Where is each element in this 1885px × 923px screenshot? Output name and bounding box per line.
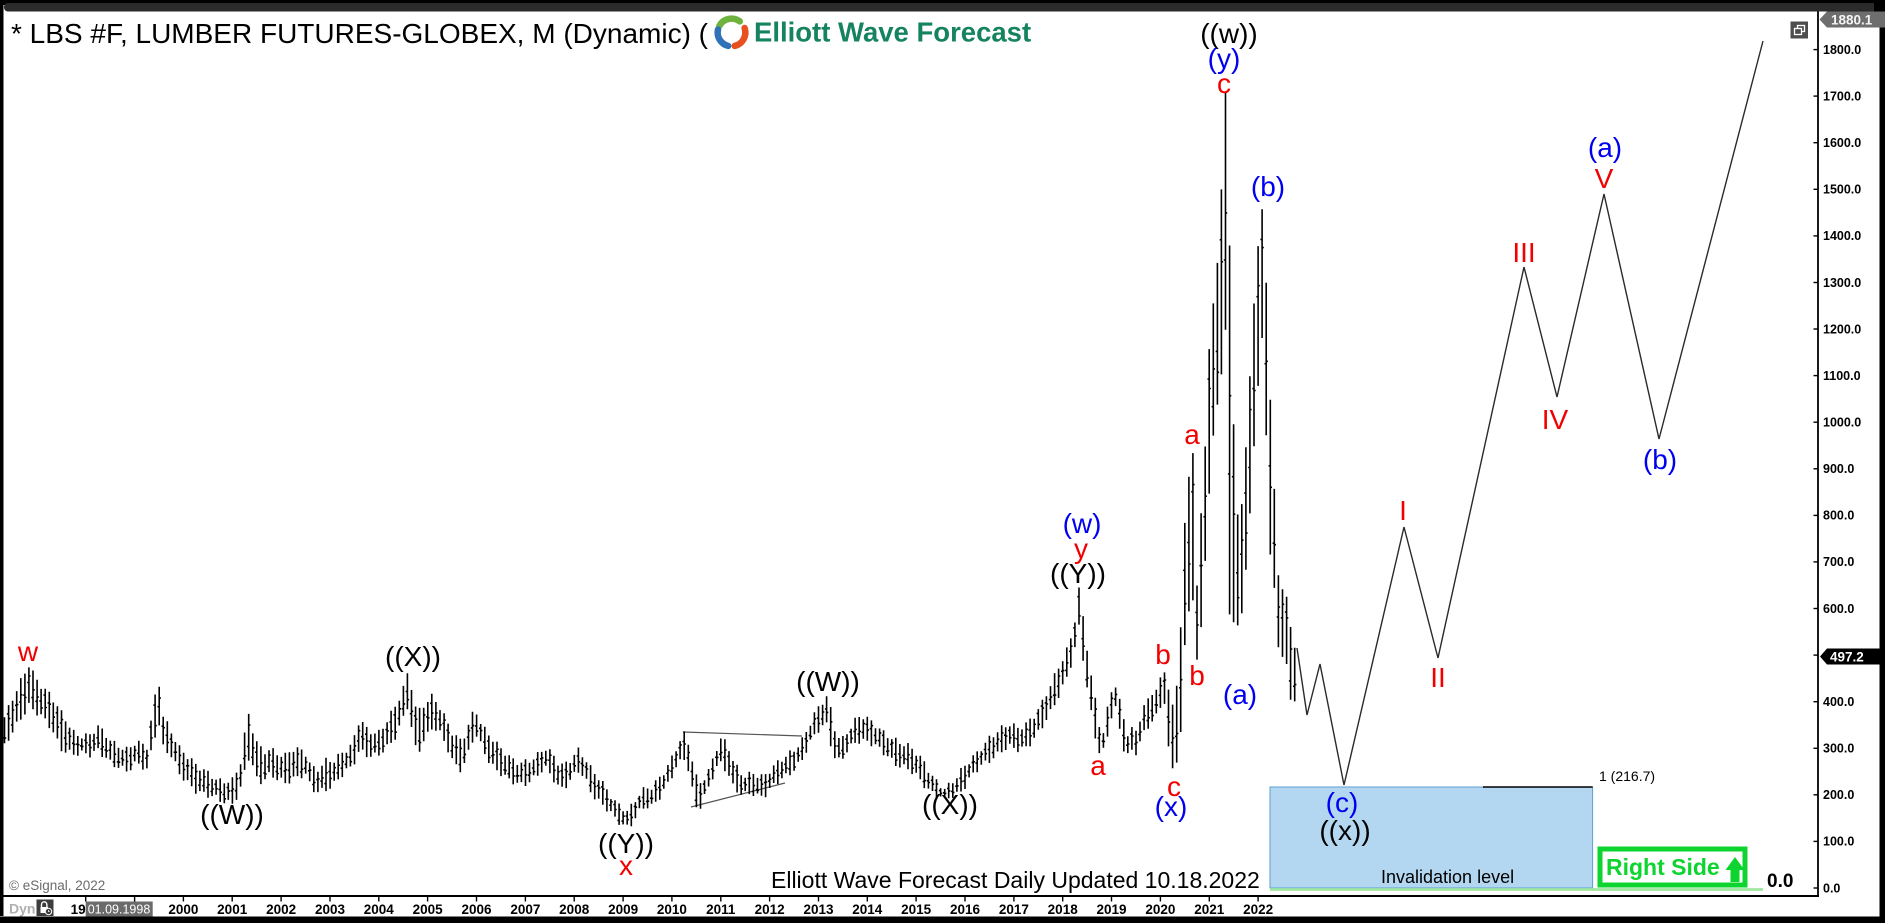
svg-text:(a): (a): [1223, 679, 1257, 710]
svg-text:((w)): ((w)): [1200, 18, 1258, 49]
svg-text:2016: 2016: [950, 902, 981, 917]
svg-text:((Y)): ((Y)): [1050, 558, 1106, 589]
svg-text:1880.1: 1880.1: [1831, 13, 1873, 28]
svg-text:2001: 2001: [217, 902, 248, 917]
svg-text:2019: 2019: [1096, 902, 1126, 917]
svg-text:1800.0: 1800.0: [1823, 43, 1861, 57]
svg-text:700.0: 700.0: [1823, 555, 1854, 569]
svg-text:c: c: [1217, 68, 1231, 99]
svg-text:© eSignal, 2022: © eSignal, 2022: [9, 878, 105, 893]
svg-text:(c): (c): [1326, 787, 1359, 818]
svg-text:1600.0: 1600.0: [1823, 136, 1861, 150]
svg-text:1400.0: 1400.0: [1823, 229, 1861, 243]
svg-text:2017: 2017: [999, 902, 1029, 917]
svg-text:((W)): ((W)): [200, 799, 264, 830]
svg-text:(w): (w): [1063, 508, 1102, 539]
svg-text:01.09.1998: 01.09.1998: [88, 903, 151, 917]
svg-text:(x): (x): [1155, 791, 1188, 822]
svg-text:2015: 2015: [901, 902, 932, 917]
svg-text:x: x: [619, 850, 633, 881]
svg-text:w: w: [17, 636, 39, 667]
svg-text:2020: 2020: [1145, 902, 1175, 917]
svg-text:1300.0: 1300.0: [1823, 276, 1861, 290]
svg-text:b: b: [1155, 639, 1171, 670]
svg-text:2002: 2002: [266, 902, 296, 917]
svg-text:100.0: 100.0: [1823, 835, 1854, 849]
svg-text:2008: 2008: [559, 902, 590, 917]
svg-text:Dyn: Dyn: [9, 901, 35, 917]
svg-text:Invalidation level: Invalidation level: [1381, 867, 1514, 887]
svg-text:V: V: [1595, 163, 1614, 194]
svg-text:0.0: 0.0: [1767, 871, 1793, 892]
svg-text:2010: 2010: [657, 902, 687, 917]
svg-text:1100.0: 1100.0: [1823, 369, 1861, 383]
svg-text:2011: 2011: [706, 902, 736, 917]
svg-text:2012: 2012: [755, 902, 785, 917]
svg-text:(y): (y): [1208, 43, 1241, 74]
svg-text:2007: 2007: [510, 902, 540, 917]
svg-text:1 (216.7): 1 (216.7): [1599, 768, 1655, 784]
svg-text:2003: 2003: [315, 902, 346, 917]
svg-text:2021: 2021: [1194, 902, 1225, 917]
svg-text:b: b: [1189, 660, 1205, 691]
svg-text:a: a: [1090, 750, 1106, 781]
svg-text:2005: 2005: [413, 902, 444, 917]
svg-text:900.0: 900.0: [1823, 462, 1854, 476]
svg-text:0.0: 0.0: [1823, 881, 1840, 895]
svg-text:1000.0: 1000.0: [1823, 416, 1861, 430]
svg-text:* LBS #F, LUMBER FUTURES-GLOBE: * LBS #F, LUMBER FUTURES-GLOBEX, M (Dyna…: [11, 18, 709, 49]
svg-text:1500.0: 1500.0: [1823, 183, 1861, 197]
svg-text:(b): (b): [1251, 171, 1285, 202]
svg-text:497.2: 497.2: [1830, 650, 1864, 665]
svg-text:IV: IV: [1542, 404, 1569, 435]
svg-text:600.0: 600.0: [1823, 602, 1854, 616]
svg-text:((W)): ((W)): [796, 666, 860, 697]
svg-text:((X)): ((X)): [385, 641, 441, 672]
svg-text:2013: 2013: [803, 902, 834, 917]
svg-text:2006: 2006: [461, 902, 492, 917]
svg-text:200.0: 200.0: [1823, 788, 1854, 802]
svg-text:c: c: [1167, 771, 1181, 802]
svg-text:Elliott Wave Forecast Daily Up: Elliott Wave Forecast Daily Updated 10.1…: [771, 867, 1260, 893]
svg-text:II: II: [1430, 662, 1446, 693]
svg-text:300.0: 300.0: [1823, 742, 1854, 756]
svg-text:2009: 2009: [608, 902, 638, 917]
svg-text:((X)): ((X)): [922, 789, 978, 820]
svg-text:800.0: 800.0: [1823, 509, 1854, 523]
svg-text:Right Side: Right Side: [1606, 854, 1720, 880]
svg-text:I: I: [1399, 495, 1407, 526]
svg-text:III: III: [1512, 237, 1535, 268]
svg-text:((x)): ((x)): [1319, 815, 1370, 846]
svg-text:(b): (b): [1643, 444, 1677, 475]
svg-text:1200.0: 1200.0: [1823, 322, 1861, 336]
svg-text:2022: 2022: [1243, 902, 1273, 917]
svg-text:2014: 2014: [852, 902, 883, 917]
svg-text:y: y: [1074, 533, 1088, 564]
svg-text:2000: 2000: [168, 902, 198, 917]
svg-text:(a): (a): [1588, 132, 1622, 163]
svg-text:Elliott Wave Forecast: Elliott Wave Forecast: [754, 17, 1031, 48]
svg-text:((Y)): ((Y)): [598, 828, 654, 859]
svg-text:2004: 2004: [364, 902, 395, 917]
svg-text:a: a: [1184, 419, 1200, 450]
svg-text:400.0: 400.0: [1823, 695, 1854, 709]
svg-text:2018: 2018: [1048, 902, 1079, 917]
svg-text:1700.0: 1700.0: [1823, 89, 1861, 103]
